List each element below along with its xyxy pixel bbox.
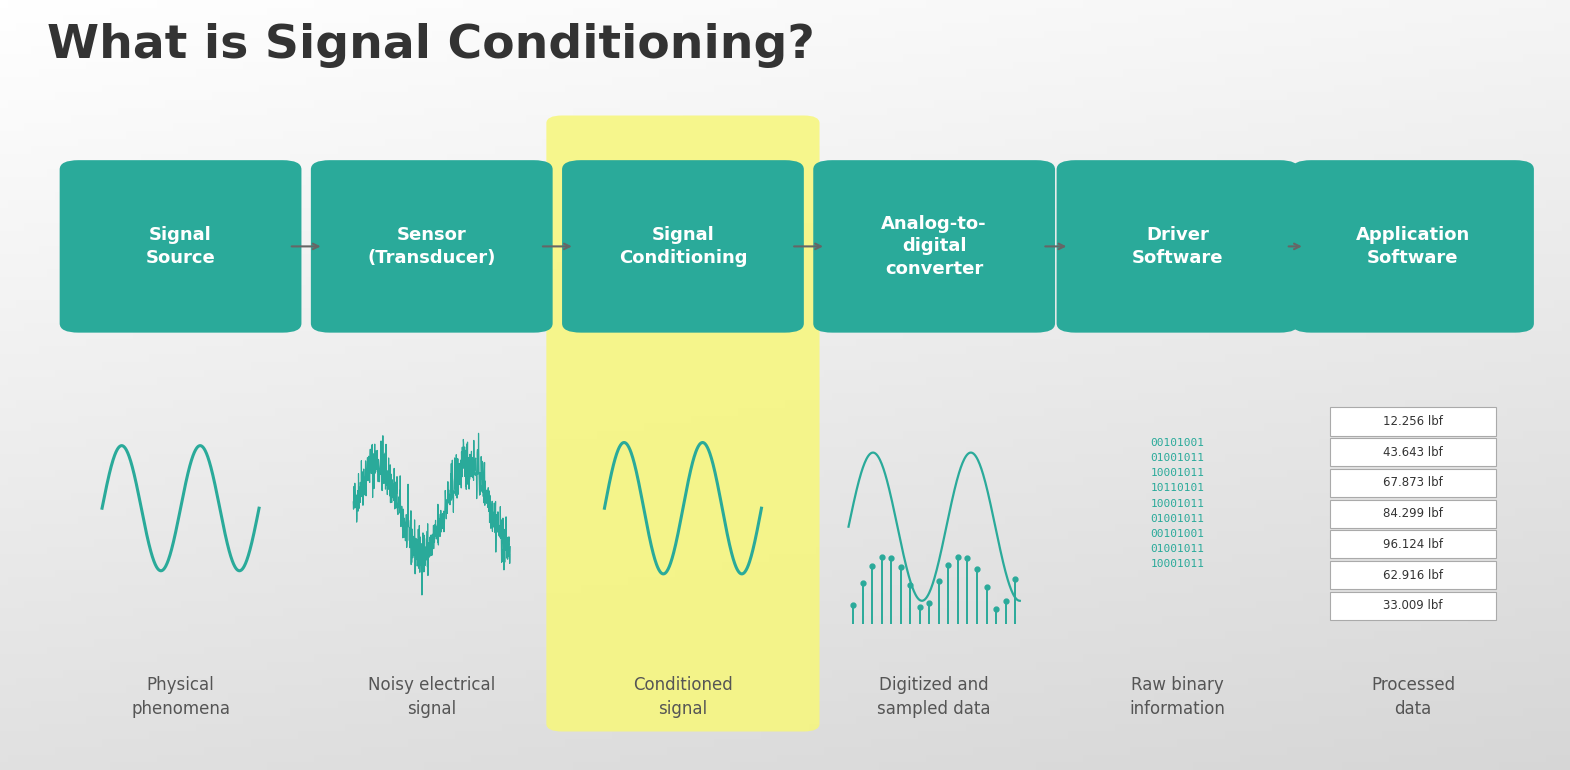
Bar xyxy=(1330,407,1496,436)
Text: Noisy electrical
signal: Noisy electrical signal xyxy=(367,676,496,718)
Text: Application
Software: Application Software xyxy=(1356,226,1470,267)
Text: Physical
phenomena: Physical phenomena xyxy=(130,676,231,718)
FancyBboxPatch shape xyxy=(60,160,301,333)
Bar xyxy=(1330,531,1496,558)
FancyBboxPatch shape xyxy=(546,116,820,732)
Bar xyxy=(1330,438,1496,467)
Text: Driver
Software: Driver Software xyxy=(1132,226,1223,267)
Text: Raw binary
information: Raw binary information xyxy=(1129,676,1226,718)
FancyBboxPatch shape xyxy=(562,160,804,333)
Text: 12.256 lbf: 12.256 lbf xyxy=(1383,415,1443,428)
Text: Analog-to-
digital
converter: Analog-to- digital converter xyxy=(881,215,988,278)
Text: 00101001
01001011
10001011
10110101
10001011
01001011
00101001
01001011
10001011: 00101001 01001011 10001011 10110101 1000… xyxy=(1151,438,1204,569)
Bar xyxy=(1330,561,1496,589)
Bar xyxy=(1330,469,1496,497)
Bar xyxy=(1330,500,1496,527)
Text: Signal
Source: Signal Source xyxy=(146,226,215,267)
Text: Signal
Conditioning: Signal Conditioning xyxy=(619,226,747,267)
FancyBboxPatch shape xyxy=(1057,160,1298,333)
Text: 33.009 lbf: 33.009 lbf xyxy=(1383,599,1443,612)
Text: 67.873 lbf: 67.873 lbf xyxy=(1383,477,1443,490)
Text: 84.299 lbf: 84.299 lbf xyxy=(1383,507,1443,521)
Text: 96.124 lbf: 96.124 lbf xyxy=(1383,538,1443,551)
Bar xyxy=(1330,591,1496,620)
Text: Conditioned
signal: Conditioned signal xyxy=(633,676,733,718)
Text: Processed
data: Processed data xyxy=(1371,676,1455,718)
Text: 62.916 lbf: 62.916 lbf xyxy=(1383,568,1443,581)
FancyBboxPatch shape xyxy=(813,160,1055,333)
Text: Digitized and
sampled data: Digitized and sampled data xyxy=(878,676,991,718)
Text: Sensor
(Transducer): Sensor (Transducer) xyxy=(367,226,496,267)
FancyBboxPatch shape xyxy=(311,160,553,333)
Text: 43.643 lbf: 43.643 lbf xyxy=(1383,446,1443,459)
Text: What is Signal Conditioning?: What is Signal Conditioning? xyxy=(47,23,815,68)
FancyBboxPatch shape xyxy=(1292,160,1534,333)
